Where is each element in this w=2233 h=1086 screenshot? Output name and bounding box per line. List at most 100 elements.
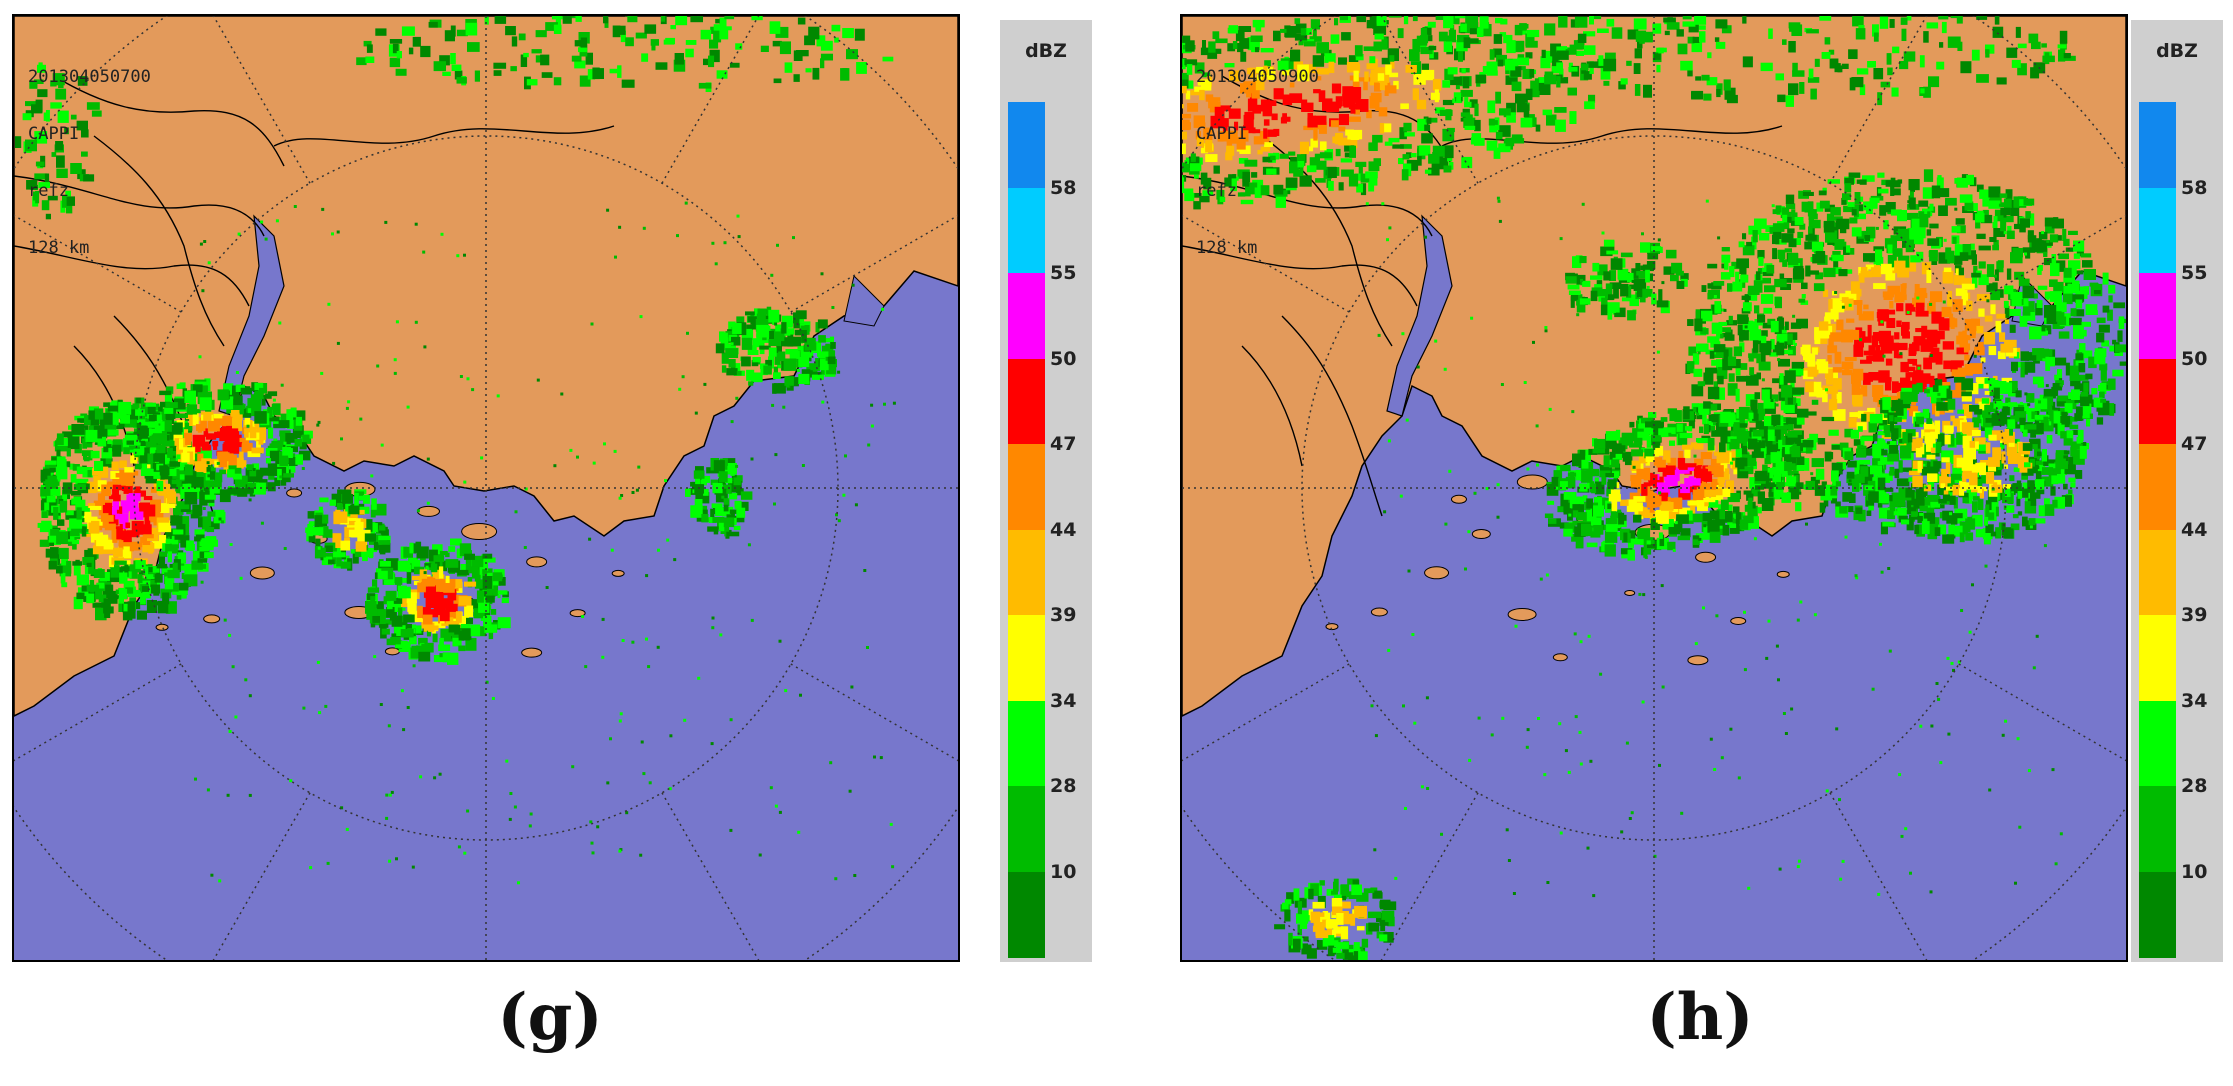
echo-cell: [494, 16, 507, 24]
echo-cell: [176, 383, 181, 389]
echo-cell: [158, 406, 163, 412]
echo-cell: [2094, 290, 2101, 295]
echo-cell: [2022, 247, 2036, 253]
echo-cell: [1938, 205, 1948, 216]
echo-cell: [1294, 18, 1301, 24]
echo-cell: [1926, 270, 1932, 283]
echo-cell: [772, 40, 782, 47]
echo-cell: [446, 603, 458, 612]
echo-cell: [377, 570, 388, 580]
echo-cell: [134, 463, 147, 470]
echo-cell: [1544, 513, 1554, 519]
echo-cell: [1814, 331, 1821, 345]
echo-cell: [1860, 466, 1869, 477]
echo-cell: [76, 592, 85, 600]
echo-cell: [1792, 268, 1805, 280]
echo-speck: [200, 580, 204, 584]
echo-cell: [747, 350, 759, 355]
echo-cell: [1782, 259, 1788, 267]
echo-cell: [2065, 277, 2071, 288]
echo-speck: [406, 405, 410, 409]
echo-cell: [1193, 115, 1205, 123]
echo-cell: [1368, 142, 1378, 151]
echo-cell: [1954, 178, 1967, 184]
echo-cell: [55, 466, 68, 480]
echo-cell: [1786, 473, 1793, 484]
echo-cell: [192, 434, 206, 447]
colorbar-swatch: [1008, 871, 1045, 958]
echo-cell: [776, 345, 782, 357]
echo-cell: [86, 562, 92, 567]
echo-cell: [82, 557, 94, 565]
echo-cell: [1559, 68, 1564, 78]
echo-cell: [1342, 98, 1353, 107]
echo-cell: [1782, 435, 1795, 445]
echo-cell: [1605, 473, 1614, 477]
echo-cell: [195, 472, 204, 480]
echo-cell: [212, 440, 219, 447]
echo-cell: [250, 394, 262, 408]
echo-cell: [75, 499, 86, 511]
echo-cell: [170, 484, 177, 489]
echo-cell: [315, 538, 321, 550]
echo-cell: [2043, 388, 2056, 399]
echo-cell: [203, 428, 209, 437]
echo-cell: [1792, 430, 1803, 435]
echo-cell: [1646, 540, 1651, 545]
echo-cell: [302, 434, 310, 443]
echo-cell: [1798, 298, 1806, 303]
echo-cell: [1611, 499, 1618, 512]
echo-cell: [1992, 244, 1999, 251]
echo-cell: [1878, 370, 1890, 383]
echo-cell: [1666, 475, 1678, 487]
echo-cell: [745, 311, 755, 316]
echo-cell: [1978, 401, 1986, 415]
echo-cell: [763, 365, 772, 375]
echo-cell: [356, 57, 367, 66]
echo-cell: [93, 474, 101, 485]
echo-cell: [149, 435, 162, 444]
echo-cell: [2036, 300, 2043, 308]
echo-cell: [756, 313, 766, 320]
echo-cell: [1184, 192, 1195, 202]
echo-cell: [1607, 479, 1617, 489]
echo-cell: [1756, 372, 1761, 380]
echo-cell: [1901, 467, 1912, 472]
echo-cell: [2009, 380, 2018, 393]
echo-speck: [202, 507, 206, 510]
echo-cell: [1598, 497, 1610, 510]
echo-cell: [1886, 318, 1896, 328]
echo-cell: [1751, 236, 1757, 250]
echo-cell: [1733, 506, 1740, 518]
echo-cell: [806, 363, 818, 376]
echo-speck: [393, 371, 397, 375]
echo-cell: [1821, 416, 1835, 422]
echo-cell: [1739, 410, 1753, 418]
echo-cell: [1863, 411, 1875, 422]
echo-speck: [796, 368, 800, 372]
echo-cell: [176, 592, 182, 600]
echo-cell: [1309, 36, 1322, 42]
echo-cell: [1894, 382, 1907, 390]
echo-cell: [2078, 363, 2086, 373]
echo-cell: [1625, 455, 1632, 466]
echo-cell: [1819, 502, 1826, 513]
echo-cell: [1288, 151, 1296, 156]
echo-speck: [279, 475, 283, 479]
echo-cell: [177, 563, 185, 571]
echo-cell: [1708, 465, 1717, 472]
echo-cell: [1303, 125, 1314, 131]
echo-cell: [1943, 360, 1955, 370]
echo-cell: [1301, 99, 1308, 104]
echo-cell: [197, 453, 204, 467]
echo-cell: [1736, 258, 1749, 269]
echo-speck: [620, 494, 624, 497]
echo-cell: [1735, 457, 1745, 468]
echo-speck: [463, 851, 467, 855]
echo-cell: [1575, 50, 1584, 56]
echo-cell: [1495, 132, 1503, 140]
echo-cell: [1846, 245, 1851, 253]
echo-cell: [378, 535, 391, 543]
echo-cell: [1716, 422, 1728, 435]
echo-cell: [1763, 399, 1775, 409]
